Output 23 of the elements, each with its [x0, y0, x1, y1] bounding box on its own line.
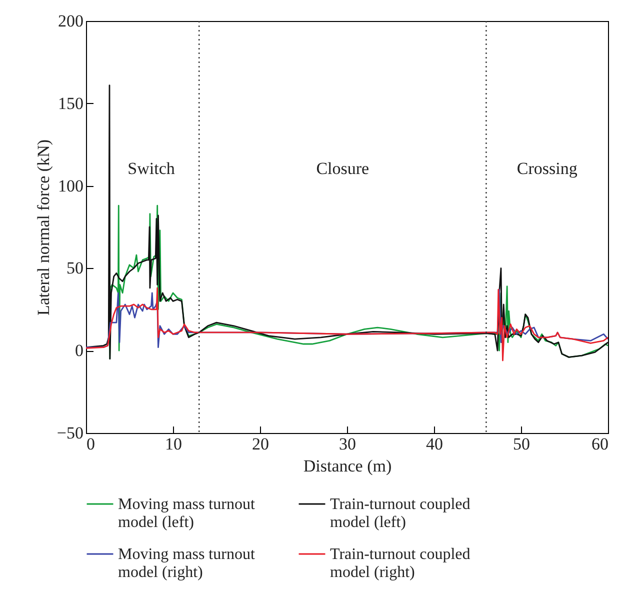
y-tick-label: −50 — [56, 424, 84, 442]
annotation: Closure — [316, 159, 370, 178]
x-tick-label: 20 — [252, 434, 269, 454]
x-tick-label: 60 — [592, 434, 608, 454]
annotation: Crossing — [516, 159, 578, 178]
y-tick-label: 50 — [66, 258, 84, 278]
x-axis-title: Distance (m) — [303, 456, 392, 476]
legend-label: Moving mass turnout model (left) — [118, 496, 256, 531]
line-series — [86, 287, 608, 362]
y-tick-label: 150 — [58, 94, 84, 113]
legend-label: Moving mass turnout model (right) — [118, 546, 256, 581]
x-tick-label: 0 — [86, 434, 95, 454]
annotation: Switch — [128, 159, 176, 178]
y-tick-label: 100 — [58, 176, 84, 196]
legend-label: Train-turnout coupled model (right) — [330, 546, 470, 581]
x-tick-label: 30 — [339, 434, 356, 454]
legend-label: Train-turnout coupled model (left) — [330, 496, 470, 531]
y-tick-label: 0 — [75, 341, 84, 360]
x-tick-label: 40 — [426, 434, 443, 454]
y-tick-label: 200 — [58, 12, 84, 30]
x-tick-label: 10 — [165, 434, 182, 454]
y-axis-title: Lateral normal force (kN) — [34, 139, 53, 316]
x-tick-label: 50 — [513, 434, 530, 454]
